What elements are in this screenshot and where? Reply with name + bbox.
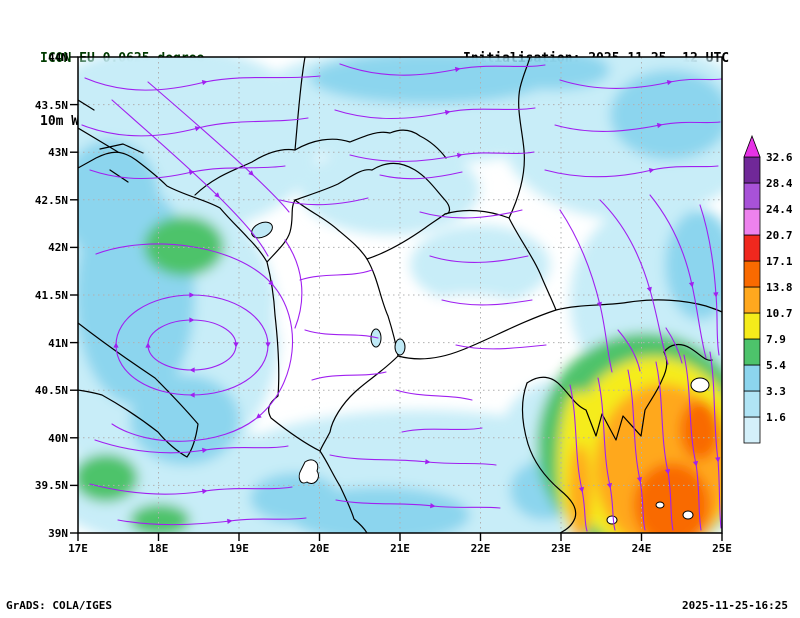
coastline-chalkidiki [526, 343, 713, 441]
coastline-adriatic-albania [78, 151, 368, 533]
border-macedonia-bulgaria [508, 217, 557, 311]
legend-color-segment [743, 416, 761, 444]
lat-tick-label: 42.5N [35, 194, 68, 207]
island-sporades-2 [655, 501, 665, 509]
legend-level-label: 7.9 [766, 333, 786, 346]
border-bulgaria-greece [555, 299, 722, 313]
border-serbia-bulgaria [508, 57, 531, 219]
island-corfu [298, 459, 319, 485]
legend-level-label: 32.6 [766, 151, 793, 164]
lon-tick-label: 25E [712, 542, 732, 555]
lon-tick-label: 17E [68, 542, 88, 555]
legend-colorbar: 1.6 3.3 5.4 7.9 10.7 13.8 17.1 20.7 24.4… [743, 134, 793, 444]
lon-tick-label: 20E [310, 542, 330, 555]
border-montenegro-bosnia-serbia [194, 129, 447, 196]
border-kosovo-north [294, 162, 451, 215]
border-albania-greece [319, 355, 399, 452]
legend-color-segment [743, 156, 761, 184]
country-borders [78, 57, 722, 533]
lat-tick-label: 43N [48, 146, 68, 159]
legend-color-segment [743, 182, 761, 210]
border-bosnia-serbia-north [294, 57, 306, 151]
legend-level-label: 3.3 [766, 385, 786, 398]
legend-level-label: 28.4 [766, 177, 793, 190]
lat-axis-labels: 44N 43.5N 43N 42.5N 42N 41.5N 41N 40.5N … [35, 51, 68, 540]
lat-tick-label: 43.5N [35, 99, 68, 112]
grads-credit: GrADS: COLA/IGES [6, 599, 112, 612]
streamlines [81, 63, 722, 532]
wind-speed-shading [78, 57, 722, 533]
lake-scutari [251, 221, 273, 239]
coastline-aegean [522, 382, 577, 533]
island-sporades-1 [606, 515, 618, 525]
lat-tick-label: 41N [48, 337, 68, 350]
lon-tick-label: 21E [390, 542, 410, 555]
lake-prespa [394, 338, 406, 356]
border-montenegro-albania [266, 199, 296, 263]
coastline-croatia-islands [78, 99, 144, 183]
legend-color-segment [743, 390, 761, 418]
lat-tick-label: 41.5N [35, 289, 68, 302]
border-kosovo-macedonia [366, 213, 446, 260]
legend-level-label: 20.7 [766, 229, 793, 242]
lat-tick-label: 39.5N [35, 479, 68, 492]
lat-axis-ticks [70, 56, 78, 534]
legend-labels: 1.6 3.3 5.4 7.9 10.7 13.8 17.1 20.7 24.4… [766, 151, 793, 424]
lon-tick-label: 19E [229, 542, 249, 555]
lon-axis-labels: 17E 18E 19E 20E 21E 22E 23E 24E 25E [68, 542, 732, 555]
legend-color-segment [743, 208, 761, 236]
lon-tick-label: 23E [551, 542, 571, 555]
lat-tick-label: 44N [48, 51, 68, 64]
island-sporades-3 [682, 510, 694, 520]
island-thasos [690, 377, 710, 393]
lon-tick-label: 18E [149, 542, 169, 555]
legend-color-segment [743, 234, 761, 262]
legend-color-segment [743, 364, 761, 392]
lat-tick-label: 39N [48, 527, 68, 540]
lon-tick-label: 22E [471, 542, 491, 555]
legend-over-arrow-icon [743, 134, 761, 158]
legend-color-segment [743, 260, 761, 288]
lat-tick-label: 40.5N [35, 384, 68, 397]
lon-tick-label: 24E [632, 542, 652, 555]
lon-axis-ticks [77, 533, 723, 541]
legend-level-label: 1.6 [766, 411, 786, 424]
legend-level-label: 17.1 [766, 255, 793, 268]
legend-level-label: 10.7 [766, 307, 793, 320]
legend-level-label: 13.8 [766, 281, 793, 294]
plot-timestamp: 2025-11-25-16:25 [682, 599, 788, 612]
lat-tick-label: 42N [48, 241, 68, 254]
border-albania-kosovo [294, 199, 368, 260]
lat-tick-label: 40N [48, 432, 68, 445]
legend-color-segment [743, 286, 761, 314]
legend-color-segment [743, 338, 761, 366]
legend-level-label: 24.4 [766, 203, 793, 216]
legend-color-segment [743, 312, 761, 340]
legend-level-label: 5.4 [766, 359, 786, 372]
border-macedonia-greece [397, 309, 557, 360]
border-macedonia-serbia [444, 209, 510, 219]
